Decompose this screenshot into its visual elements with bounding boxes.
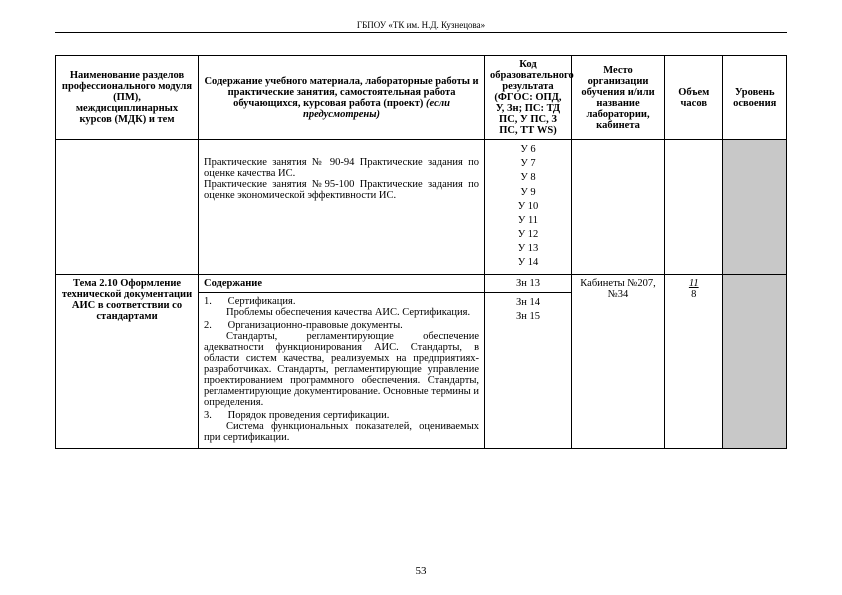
col-header-volume: Объем часов (665, 56, 723, 140)
item-title: Организационно-правовые документы. (228, 320, 403, 331)
col-header-place: Место организации обучения и/или названи… (571, 56, 664, 140)
code-value: У 7 (490, 157, 566, 171)
cell-codes: У 6У 7У 8У 9У 10У 11У 12У 13У 14 (485, 140, 572, 275)
cell-topic-title: Тема 2.10 Оформление технической докумен… (56, 274, 199, 448)
page-number: 53 (0, 565, 842, 577)
table-row: Практические занятия № 90-94 Практически… (56, 140, 787, 275)
code-value: У 14 (490, 256, 566, 270)
practical-text: Практические занятия № 90-94 Практически… (204, 157, 479, 201)
code-value: У 11 (490, 214, 566, 228)
code-value: У 9 (490, 186, 566, 200)
code-value: У 10 (490, 200, 566, 214)
item-body: Проблемы обеспечения качества АИС. Серти… (204, 307, 479, 318)
curriculum-table: Наименование разделов профессионального … (55, 55, 787, 449)
item-body: Система функциональных показателей, оцен… (204, 421, 479, 443)
item-body: Стандарты, регламентирующие обеспечение … (204, 331, 479, 408)
table-row: Тема 2.10 Оформление технической докумен… (56, 274, 787, 292)
volume-top: 11 (689, 278, 699, 289)
code-value: У 13 (490, 242, 566, 256)
col-header-content: Содержание учебного материала, лаборатор… (199, 56, 485, 140)
code-value: У 6 (490, 143, 566, 157)
item-num: 2. (204, 320, 212, 331)
item-title: Сертификация. (228, 296, 296, 307)
cell-topic (56, 140, 199, 275)
cell-place (571, 140, 664, 275)
cell-level (723, 274, 787, 448)
col-header-level: Уровень освоения (723, 56, 787, 140)
cell-place: Кабинеты №207, №34 (571, 274, 664, 448)
cell-level (723, 140, 787, 275)
page-header: ГБПОУ «ТК им. Н.Д. Кузнецова» (55, 20, 787, 33)
volume-bottom: 8 (691, 289, 696, 300)
cell-content-body: 1. Сертификация. Проблемы обеспечения ка… (199, 292, 485, 448)
col-header-name: Наименование разделов профессионального … (56, 56, 199, 140)
cell-codes: Зн 14 Зн 15 (485, 292, 572, 448)
table-header-row: Наименование разделов профессионального … (56, 56, 787, 140)
item-num: 1. (204, 296, 212, 307)
item-num: 3. (204, 410, 212, 421)
code-value: У 8 (490, 171, 566, 185)
cell-content: Практические занятия № 90-94 Практически… (199, 140, 485, 275)
cell-volume: 11 8 (665, 274, 723, 448)
item-title: Порядок проведения сертификации. (228, 410, 390, 421)
cell-code: Зн 13 (485, 274, 572, 292)
code-value: У 12 (490, 228, 566, 242)
cell-volume (665, 140, 723, 275)
col-header-code: Код образовательного результата (ФГОС: О… (485, 56, 572, 140)
cell-content-heading: Содержание (199, 274, 485, 292)
